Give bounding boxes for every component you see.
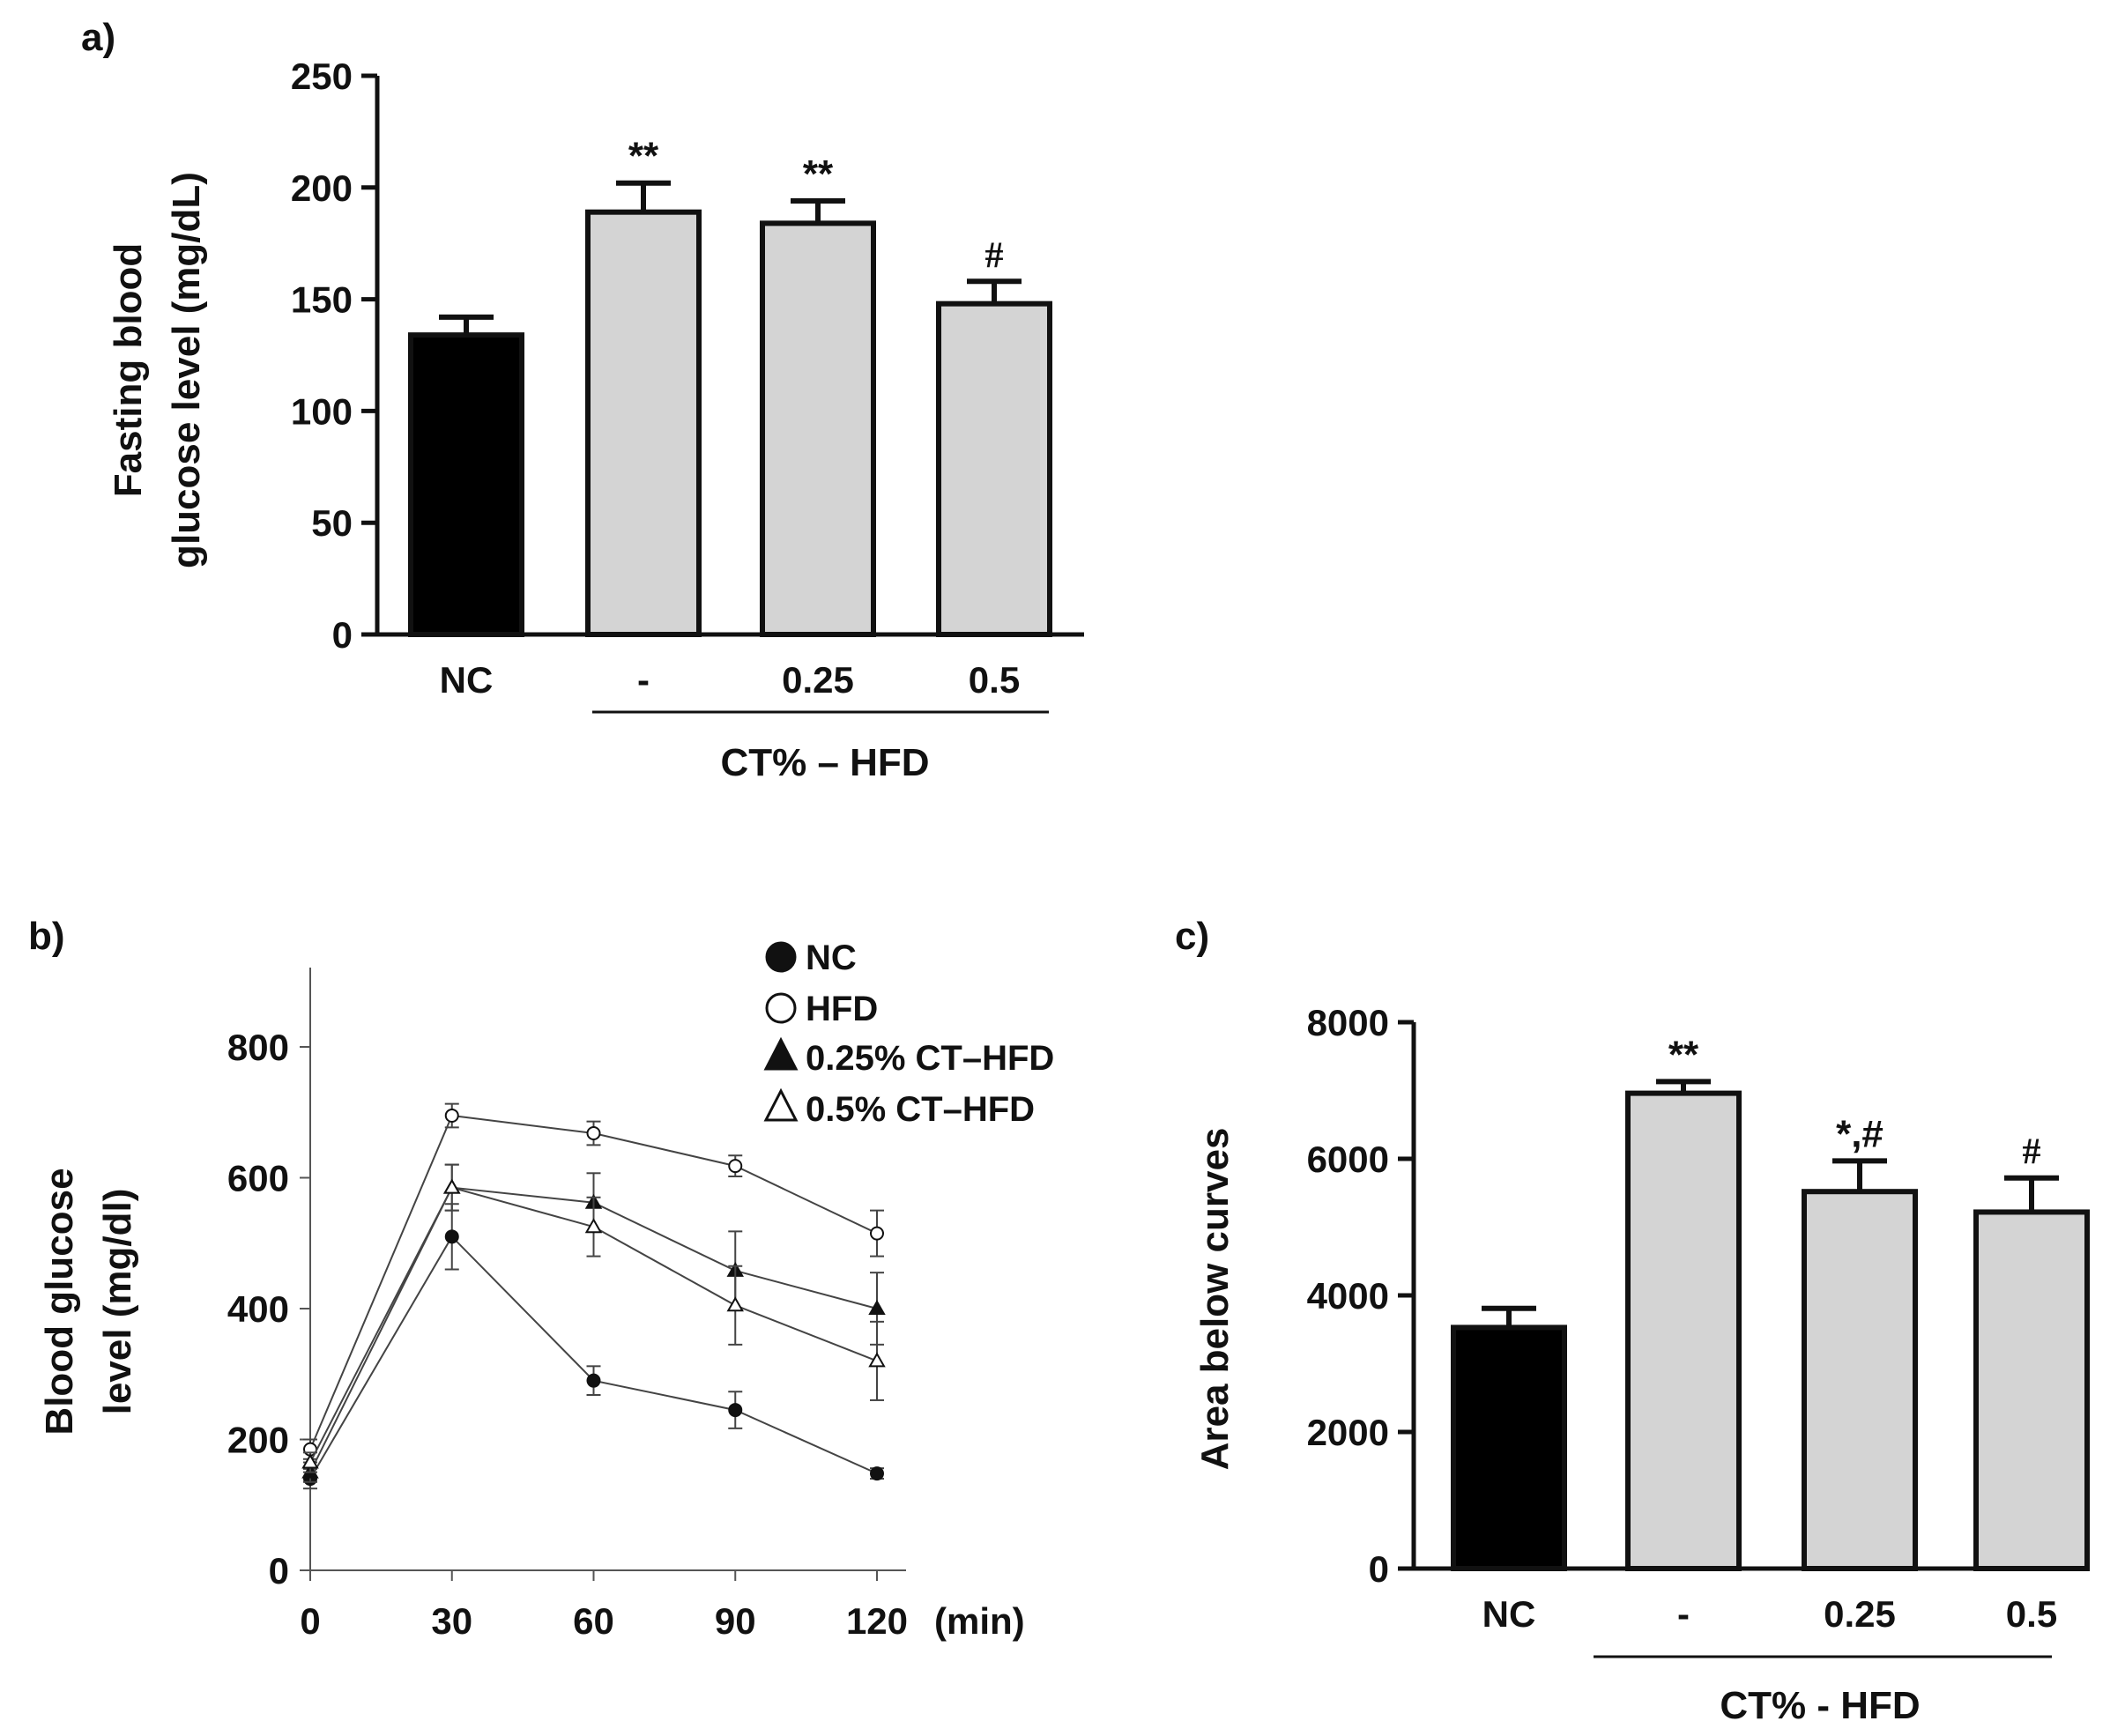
c-bar-2 [1802, 1189, 1918, 1571]
a-significance-label: # [985, 235, 1004, 276]
b-data-point [301, 1453, 319, 1469]
legend-marker-open-circle [765, 992, 797, 1024]
a-x-tick-label: - [637, 659, 650, 701]
c-y-tick-label: 8000 [1307, 1002, 1389, 1043]
b-data-point [726, 1296, 744, 1312]
panel-c-label: c) [1175, 915, 1209, 958]
b-y-tick-label: 400 [227, 1288, 289, 1330]
a-x-tick-label: 0.25 [782, 659, 854, 701]
legend-label-2: 0.25% CT–HFD [806, 1039, 1054, 1078]
b-data-point [728, 1403, 743, 1418]
panel-a-group-label: CT% – HFD [720, 741, 929, 784]
panel-a-label: a) [81, 16, 115, 59]
c-bar-3 [1973, 1209, 2090, 1571]
c-x-tick-label: 0.5 [2006, 1593, 2057, 1635]
a-bar-1 [585, 209, 702, 637]
legend-label-0: NC [806, 938, 857, 977]
c-significance-label: # [2023, 1132, 2041, 1173]
panel-c-y-ticks: 0 2000 4000 6000 8000 [1307, 1002, 1414, 1590]
b-data-point [728, 1159, 743, 1174]
c-x-tick-label: NC [1482, 1593, 1536, 1635]
a-y-tick-label: 200 [291, 167, 353, 209]
b-data-point [444, 1108, 459, 1123]
b-data-point [870, 1226, 884, 1241]
legend-marker-filled-triangle [763, 1036, 799, 1071]
panel-a-y-ticks: 0 50 100 150 200 250 [291, 56, 377, 656]
panel-b-x-unit: (min) [934, 1600, 1025, 1642]
c-bar-1 [1625, 1090, 1742, 1571]
c-y-tick-label: 0 [1369, 1548, 1389, 1590]
b-data-point [584, 1218, 603, 1234]
b-y-tick-label: 200 [227, 1420, 289, 1461]
b-data-point [868, 1299, 886, 1315]
legend-marker-open-triangle [763, 1087, 799, 1122]
b-data-point [868, 1352, 886, 1368]
panel-a-bars: ** ** # [408, 135, 1052, 637]
a-bar-0 [408, 332, 524, 637]
b-x-tick-label: 30 [431, 1600, 472, 1642]
panel-b: b) Blood glucose level (mg/dl) 0 200 400 60… [28, 915, 1054, 1642]
c-significance-label: ** [1668, 1033, 1699, 1076]
panel-b-y-axis-label-line-2: level (mg/dl) [96, 1189, 139, 1415]
b-x-tick-label: 120 [846, 1600, 908, 1642]
panel-a-y-axis-label-line-2: glucose level (mg/dL) [165, 172, 208, 568]
panel-c-y-axis-label: Area below curves [1193, 1128, 1237, 1471]
panel-a-y-axis-label-line-1: Fasting blood [107, 243, 150, 497]
c-y-tick-label: 6000 [1307, 1139, 1389, 1180]
panel-b-x-ticks: 0 30 60 90 120 [300, 1570, 908, 1642]
panel-a-y-axis-label: Fasting blood glucose level (mg/dL) [107, 172, 208, 568]
a-bar-3 [936, 300, 1052, 637]
a-bar-2 [760, 220, 876, 637]
panel-c-x-ticks: NC - 0.25 0.5 [1482, 1593, 2058, 1635]
legend-label-1: HFD [806, 990, 878, 1028]
a-y-tick-label: 100 [291, 390, 353, 432]
a-y-tick-label: 50 [311, 502, 353, 544]
b-series-3 [301, 1163, 886, 1473]
c-y-tick-label: 2000 [1307, 1412, 1389, 1453]
b-data-point [870, 1466, 884, 1481]
panel-c-group-label: CT% - HFD [1720, 1684, 1920, 1727]
panel-b-y-axis-label-line-1: Blood glucose [38, 1168, 81, 1435]
a-significance-label: ** [803, 152, 834, 196]
a-x-tick-label: NC [440, 659, 494, 701]
c-x-tick-label: - [1677, 1593, 1690, 1635]
c-x-tick-label: 0.25 [1824, 1593, 1896, 1635]
a-significance-label: ** [628, 135, 659, 178]
a-y-tick-label: 150 [291, 279, 353, 321]
b-x-tick-label: 60 [573, 1600, 614, 1642]
panel-b-legend: NC HFD 0.25% CT–HFD 0.5% CT–HFD [763, 938, 1054, 1129]
panel-b-y-ticks: 0 200 400 600 800 [227, 1027, 310, 1591]
c-y-tick-label: 4000 [1307, 1275, 1389, 1317]
legend-marker-filled-circle [765, 941, 797, 973]
panel-a: a) Fasting blood glucose level (mg/dL) 0… [81, 16, 1084, 784]
a-y-tick-label: 0 [332, 614, 353, 656]
panel-b-label: b) [28, 915, 65, 958]
panel-c: c) Area below curves 0 2000 4000 6000 8000 *… [1175, 915, 2090, 1727]
b-x-tick-label: 0 [300, 1600, 320, 1642]
b-series-line [309, 1114, 878, 1450]
panel-c-bars: ** *,# # [1451, 1033, 2090, 1572]
panel-a-x-ticks: NC - 0.25 0.5 [440, 659, 1021, 701]
b-y-tick-label: 600 [227, 1158, 289, 1199]
b-y-tick-label: 800 [227, 1027, 289, 1068]
b-data-point [586, 1373, 601, 1388]
a-y-tick-label: 250 [291, 56, 353, 97]
b-data-point [444, 1229, 459, 1244]
legend-label-3: 0.5% CT–HFD [806, 1090, 1035, 1129]
b-series-1 [303, 1102, 884, 1460]
b-y-tick-label: 0 [269, 1550, 289, 1591]
c-significance-label: *,# [1836, 1112, 1884, 1155]
panel-b-series [301, 1102, 886, 1490]
b-series-line [309, 1235, 878, 1480]
b-data-point [443, 1178, 461, 1194]
a-x-tick-label: 0.5 [969, 659, 1020, 701]
b-data-point [586, 1126, 601, 1141]
b-x-tick-label: 90 [715, 1600, 756, 1642]
c-bar-0 [1451, 1324, 1567, 1572]
